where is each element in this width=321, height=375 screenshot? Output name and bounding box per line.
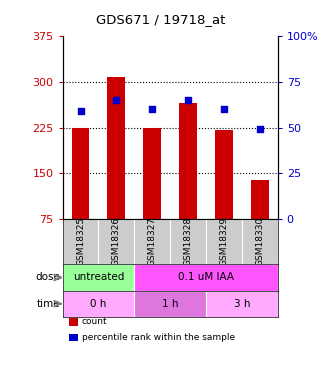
Text: GDS671 / 19718_at: GDS671 / 19718_at	[96, 13, 225, 26]
Bar	[251, 180, 269, 219]
Text: time: time	[37, 299, 60, 309]
Bar	[215, 130, 233, 219]
Text: 1 h: 1 h	[162, 299, 178, 309]
Text: untreated: untreated	[73, 273, 124, 282]
Point	[114, 97, 119, 103]
Bar	[143, 128, 161, 219]
Point	[150, 106, 155, 112]
Bar	[99, 219, 134, 264]
Text: percentile rank within the sample: percentile rank within the sample	[82, 333, 235, 342]
Point	[186, 97, 191, 103]
Bar	[63, 219, 99, 264]
Bar	[179, 103, 197, 219]
Bar	[134, 219, 170, 264]
Bar	[134, 291, 206, 317]
Bar	[170, 219, 206, 264]
Bar	[63, 291, 134, 317]
Point	[221, 106, 226, 112]
Text: GSM18325: GSM18325	[76, 217, 85, 266]
Bar	[206, 219, 242, 264]
Bar	[242, 219, 278, 264]
Text: dose: dose	[36, 273, 60, 282]
Bar	[108, 76, 125, 219]
Point	[78, 108, 83, 114]
Text: GSM18330: GSM18330	[255, 217, 264, 267]
Text: GSM18328: GSM18328	[184, 217, 193, 266]
Text: 0.1 uM IAA: 0.1 uM IAA	[178, 273, 234, 282]
Bar	[206, 291, 278, 317]
Bar	[63, 264, 134, 291]
Text: GSM18327: GSM18327	[148, 217, 157, 266]
Text: 0 h: 0 h	[90, 299, 107, 309]
Text: GSM18329: GSM18329	[219, 217, 229, 266]
Text: 3 h: 3 h	[234, 299, 250, 309]
Bar	[72, 128, 90, 219]
Text: count: count	[82, 317, 108, 326]
Text: GSM18326: GSM18326	[112, 217, 121, 266]
Bar	[134, 264, 278, 291]
Point	[257, 126, 262, 132]
